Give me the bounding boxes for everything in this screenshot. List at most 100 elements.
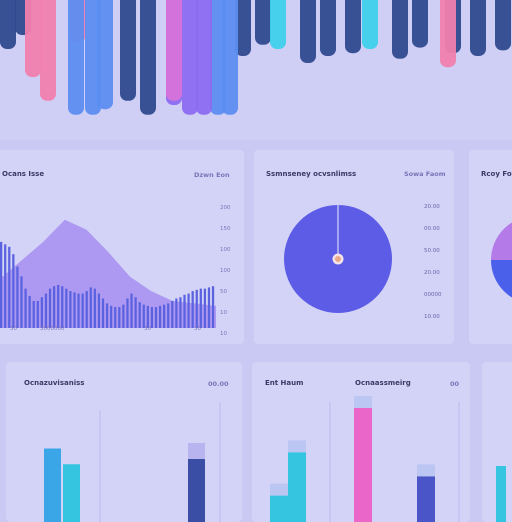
wave-xtick: 30 <box>194 326 201 332</box>
pie-legend-label: 00.00 <box>424 226 440 232</box>
bars-middle-bar <box>354 408 372 522</box>
hero-bar <box>270 0 286 49</box>
partial-pie-panel: Rcoy Fona <box>469 150 512 344</box>
wave-bar <box>82 294 84 328</box>
wave-bar <box>65 289 67 328</box>
hero-bar <box>345 0 361 53</box>
wave-bar <box>24 289 26 328</box>
wave-bar <box>106 303 108 328</box>
bars-left-bar <box>63 464 80 522</box>
bars-middle-bar-cap <box>417 464 435 476</box>
wave-bar <box>130 294 132 328</box>
bars-left-panel: Ocnazuvisaniss 00.00 <box>6 362 242 522</box>
hero-bar-chart <box>0 0 512 140</box>
hero-bar <box>470 0 486 56</box>
wave-xtick: 3000000 <box>40 326 65 332</box>
wave-bar <box>204 289 206 328</box>
bars-middle-bar <box>417 476 435 522</box>
wave-bar <box>143 305 145 328</box>
wave-bar <box>16 267 18 329</box>
pie-center-dot <box>335 256 341 262</box>
wave-bar <box>163 305 165 328</box>
pie-legend-label: 20.00 <box>424 270 440 276</box>
hero-bar <box>40 0 56 101</box>
wave-bar <box>114 307 116 328</box>
wave-bar <box>139 302 141 328</box>
wave-bar <box>118 307 120 328</box>
wave-bar <box>29 296 31 328</box>
bars-left-svg <box>6 362 242 522</box>
wave-bar <box>212 286 214 328</box>
hero-bar <box>97 0 113 109</box>
hero-bar <box>140 0 156 115</box>
partial-pie-slice <box>491 260 512 304</box>
wave-bar <box>49 289 51 328</box>
wave-bar <box>98 294 100 328</box>
wave-bar <box>33 301 35 328</box>
wave-bar <box>134 297 136 328</box>
wave-bar <box>57 285 59 328</box>
wave-bar <box>94 289 96 328</box>
bars-middle-panel: Ent Haum Ocnaassmeirg 00 <box>252 362 470 522</box>
hero-bar <box>25 0 41 77</box>
wave-bar <box>192 291 194 328</box>
hero-bar <box>412 0 428 48</box>
wave-bar <box>208 287 210 328</box>
wave-bar <box>183 295 185 328</box>
edge-panel <box>482 362 512 522</box>
wave-bar <box>77 294 79 328</box>
pie-legend-label: 00000 <box>424 292 442 298</box>
edge-bar <box>496 466 506 522</box>
hero-bar <box>362 0 378 49</box>
hero-bar <box>166 0 182 101</box>
hero-bar <box>120 0 136 101</box>
wave-bar <box>12 254 14 328</box>
wave-bar <box>4 244 6 328</box>
wave-ytick: 10 <box>220 310 227 316</box>
wave-ytick: 150 <box>220 226 231 232</box>
wave-bar <box>45 294 47 328</box>
wave-xtick: 30 <box>144 326 151 332</box>
wave-bar <box>147 306 149 328</box>
wave-bar <box>155 307 157 328</box>
wave-bar <box>41 297 43 328</box>
bars-middle-svg <box>252 362 470 522</box>
wave-bar <box>8 247 10 328</box>
bars-left-bar <box>44 449 61 522</box>
wave-bar <box>167 303 169 328</box>
bars-middle-bar-cap <box>270 484 288 496</box>
partial-pie-slice <box>491 216 512 260</box>
wave-ytick: 200 <box>220 205 231 211</box>
wave-ytick: 10 <box>220 331 227 337</box>
pie-legend-label: 20.00 <box>424 204 440 210</box>
wave-ytick: 100 <box>220 268 231 274</box>
wave-bar <box>171 301 173 328</box>
wave-bar <box>175 298 177 328</box>
wave-bar <box>102 298 104 328</box>
wave-ytick: 100 <box>220 247 231 253</box>
edge-panel-svg <box>482 362 512 522</box>
wave-bar <box>86 291 88 328</box>
wave-bar <box>20 276 22 328</box>
wave-bar <box>126 298 128 328</box>
hero-bar <box>495 0 511 50</box>
wave-bar <box>179 297 181 328</box>
wave-ytick: 50 <box>220 289 227 295</box>
wave-bar <box>61 286 63 328</box>
hero-bar <box>196 0 212 115</box>
wave-bar <box>37 301 39 328</box>
hero-bar <box>320 0 336 56</box>
bars-left-bar-cap <box>188 443 205 459</box>
hero-bar <box>440 0 456 67</box>
bars-middle-bar <box>270 496 288 522</box>
wave-bar <box>159 306 161 328</box>
wave-bar <box>53 286 55 328</box>
pie-legend-label: 50.00 <box>424 248 440 254</box>
hero-bar <box>255 0 271 45</box>
wave-bar <box>69 291 71 328</box>
hero-bar <box>68 0 84 115</box>
hero-bar-chart-svg <box>0 0 512 140</box>
hero-bar <box>392 0 408 59</box>
hero-bar <box>222 0 238 115</box>
